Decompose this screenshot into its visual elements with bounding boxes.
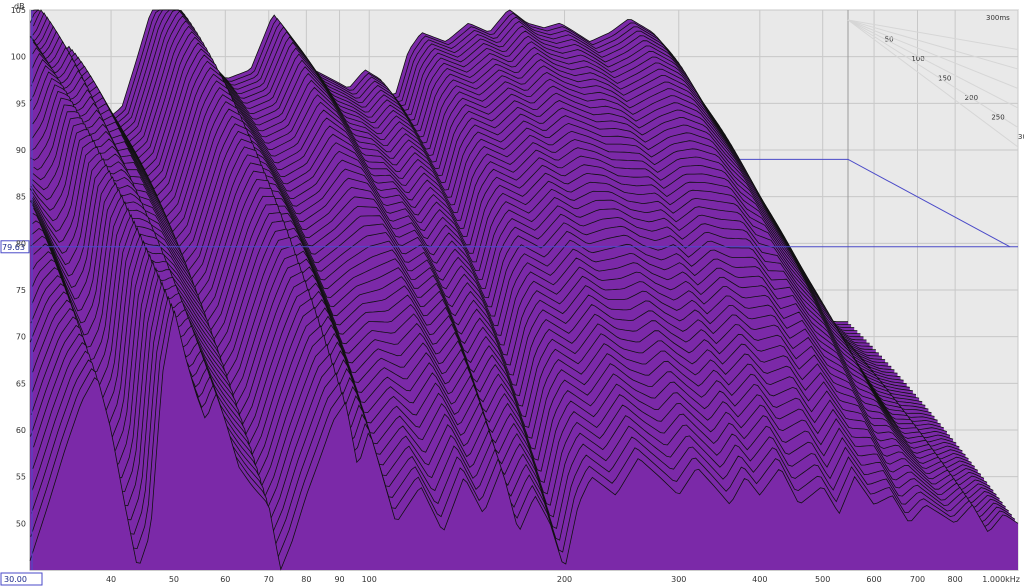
slice-line (33, 200, 969, 460)
y-tick-label: 95 (16, 99, 26, 108)
slice-line (31, 253, 994, 495)
slice-line (31, 52, 895, 371)
x-tick-label: 400 (752, 575, 767, 584)
x-tick-label: 60 (220, 575, 230, 584)
slice-line (31, 182, 960, 448)
cursor-readout: 79.63 (2, 243, 25, 252)
slice-line (30, 158, 948, 432)
slice-line (33, 170, 954, 440)
time-tick-label-right: 150 (938, 75, 951, 83)
x-tick-label: 800 (947, 575, 962, 584)
slice-line (31, 123, 929, 410)
y-tick-label: 70 (16, 333, 26, 342)
slice-line (30, 164, 951, 436)
x-tick-label: 50 (169, 575, 179, 584)
slice-line (32, 280, 1006, 526)
slice-line (32, 140, 938, 421)
cursor: 79.63 (0, 10, 1018, 570)
x-tick-label: 1.000kHz (982, 575, 1020, 584)
slice-line (32, 207, 972, 464)
y-tick-label: 80 (16, 239, 26, 248)
slice-line (29, 134, 935, 417)
x-tick-label: 70 (264, 575, 274, 584)
time-tick-label-right: 100 (911, 55, 924, 63)
y-tick-label: 55 (16, 473, 26, 482)
y-tick-label: 65 (16, 379, 26, 388)
time-axis-unit: 300ms (986, 14, 1010, 22)
x-axis-ticks: 30.00 40 50 60 70 80 90 100 200 300 400 500 600 700 80… (0, 572, 1020, 586)
slice-line (29, 65, 901, 378)
slice-line (30, 58, 898, 374)
x-tick-label: 300 (671, 575, 686, 584)
slice-line (31, 90, 913, 392)
slice-fill (30, 310, 1018, 570)
cursor-readout-box (0, 240, 30, 254)
slice-line (32, 41, 889, 364)
slice-line (30, 194, 966, 455)
slice-line (31, 152, 944, 429)
slice-line (31, 296, 1013, 548)
x-start-box (0, 572, 43, 586)
x-tick-label: 90 (334, 575, 344, 584)
slice-line (32, 77, 907, 385)
slice-line (31, 188, 963, 452)
depth-grid-line (847, 19, 1019, 148)
x-start-label: 30.00 (4, 575, 27, 584)
slice-line (30, 266, 1000, 505)
slice-line (32, 146, 941, 425)
slice-line (30, 260, 997, 500)
depth-grid-line (847, 19, 1019, 70)
slice-line (33, 273, 1003, 515)
y-tick-label: 85 (16, 193, 26, 202)
x-tick-label: 80 (301, 575, 311, 584)
time-tick-label-right: 250 (991, 114, 1004, 122)
depth-grid-line (847, 19, 1019, 109)
y-tick-label: 100 (11, 53, 26, 62)
y-tick-label: 60 (16, 426, 26, 435)
slice-line (32, 47, 892, 367)
y-tick-label: 75 (16, 286, 26, 295)
slice-line (30, 129, 932, 414)
slice-line (31, 213, 975, 469)
time-tick-label-right: 300 (1018, 133, 1024, 141)
x-tick-label: 40 (106, 575, 116, 584)
depth-grid-line (847, 19, 1019, 128)
slice-line (31, 289, 1009, 537)
y-tick-label: 105 (11, 6, 26, 15)
y-tick-label: 90 (16, 146, 26, 155)
depth-grid-line (847, 19, 1019, 50)
slice-line (31, 84, 910, 388)
x-tick-label: 100 (362, 575, 377, 584)
slice-line (33, 71, 904, 381)
y-axis-ticks: 50 55 60 65 70 75 80 85 90 95 100 105 (11, 6, 26, 528)
x-tick-label: 500 (815, 575, 830, 584)
slice-line (29, 310, 1019, 571)
waterfall-slices (29, 9, 1019, 571)
slice-line (32, 176, 957, 444)
x-tick-label: 200 (557, 575, 572, 584)
time-tick-label-right: 50 (885, 36, 894, 44)
y-axis-label: dB (14, 2, 25, 11)
y-tick-label: 50 (16, 519, 26, 528)
x-tick-label: 600 (866, 575, 881, 584)
x-tick-label: 700 (910, 575, 925, 584)
depth-grid-line (847, 19, 1019, 89)
